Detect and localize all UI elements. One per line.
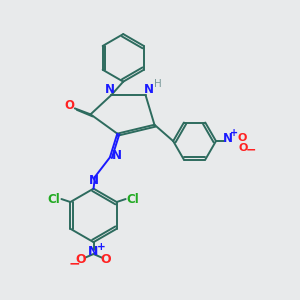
Text: N: N xyxy=(111,148,122,162)
Text: −: − xyxy=(245,143,256,157)
Text: Cl: Cl xyxy=(127,193,140,206)
Text: O: O xyxy=(76,253,86,266)
Text: +: + xyxy=(230,128,238,138)
Text: −: − xyxy=(68,256,80,270)
Text: Cl: Cl xyxy=(48,193,60,206)
Text: O: O xyxy=(238,133,247,142)
Text: N: N xyxy=(143,82,154,96)
Text: H: H xyxy=(154,79,162,89)
Text: +: + xyxy=(97,242,106,252)
Text: O: O xyxy=(65,99,75,112)
Text: N: N xyxy=(88,174,98,187)
Text: O: O xyxy=(101,253,111,266)
Text: N: N xyxy=(105,83,115,96)
Text: O: O xyxy=(239,142,248,153)
Text: N: N xyxy=(223,132,233,145)
Text: N: N xyxy=(88,245,99,258)
